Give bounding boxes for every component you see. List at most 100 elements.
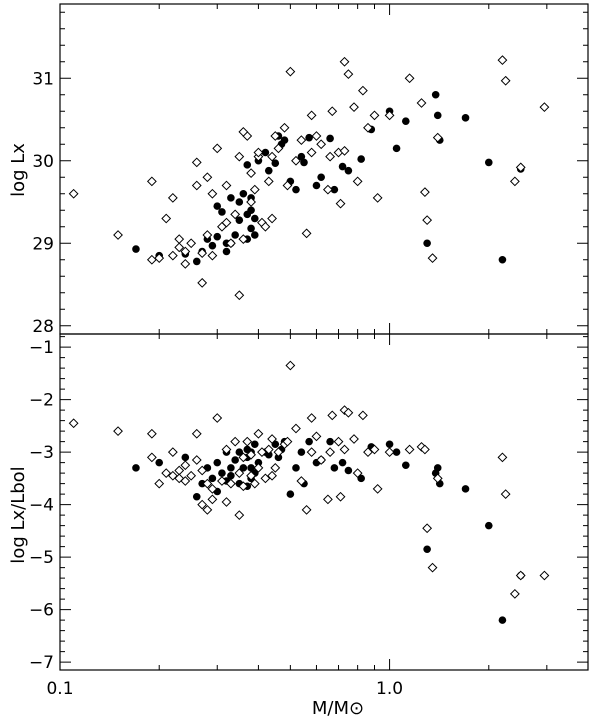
open-diamond-point	[263, 176, 274, 187]
open-diamond-point	[197, 248, 208, 259]
open-diamond-point	[225, 478, 236, 489]
open-diamond-point	[191, 428, 202, 439]
filled-circle-point	[305, 437, 313, 446]
filled-circle-point	[243, 161, 252, 169]
open-diamond-point	[327, 410, 338, 421]
open-diamond-point	[384, 447, 395, 458]
filled-circle-point	[312, 181, 321, 190]
open-diamond-point	[191, 157, 202, 168]
open-diamond-point	[427, 253, 438, 264]
open-diamond-point	[339, 444, 350, 455]
open-diamond-point	[238, 452, 249, 463]
open-diamond-point	[225, 238, 236, 249]
open-diamond-point	[515, 162, 526, 173]
filled-circle-point	[423, 545, 431, 554]
filled-circle-point	[218, 469, 226, 477]
open-diamond-point	[335, 198, 346, 209]
filled-circle-point	[251, 231, 259, 239]
open-diamond-point	[273, 447, 284, 458]
open-diamond-point	[202, 478, 213, 489]
open-diamond-point	[113, 426, 123, 437]
open-diamond-point	[325, 447, 336, 458]
filled-circle-point	[330, 464, 339, 472]
filled-circle-point	[264, 450, 273, 459]
open-diamond-point	[246, 168, 256, 179]
filled-circle-point	[433, 111, 442, 120]
open-diamond-point	[246, 470, 256, 481]
open-diamond-point	[249, 184, 260, 195]
open-diamond-point	[180, 258, 191, 269]
open-diamond-point	[191, 455, 202, 465]
open-diamond-point	[249, 478, 260, 489]
open-diamond-point	[279, 122, 290, 133]
open-diamond-point	[301, 228, 312, 239]
open-diamond-point	[221, 497, 232, 507]
open-diamond-point	[257, 447, 267, 458]
open-diamond-point	[238, 126, 249, 137]
open-diamond-point	[369, 110, 380, 121]
filled-circle-point	[235, 448, 244, 456]
open-diamond-point	[497, 55, 508, 66]
filled-circle-point	[317, 173, 325, 182]
open-diamond-point	[384, 110, 395, 121]
filled-circle-point	[401, 117, 410, 125]
open-diamond-point	[509, 588, 520, 599]
filled-circle-point	[235, 198, 244, 206]
open-diamond-point	[246, 197, 256, 207]
open-diamond-point	[234, 151, 245, 162]
filled-circle-point	[213, 458, 222, 467]
open-diamond-point	[515, 570, 526, 581]
open-diamond-point	[311, 431, 322, 442]
open-diamond-point	[404, 444, 415, 455]
y-tick-label: −3	[29, 443, 54, 463]
filled-circle-point	[433, 464, 442, 472]
filled-circle-point	[213, 202, 222, 210]
open-diamond-point	[167, 447, 178, 458]
open-diamond-point	[202, 172, 213, 183]
open-diamond-point	[306, 110, 317, 121]
filled-circle-point	[401, 461, 410, 470]
filled-circle-point	[198, 479, 206, 488]
open-diamond-point	[296, 135, 307, 146]
filled-circle-point	[330, 185, 339, 194]
open-diamond-point	[217, 476, 227, 486]
open-diamond-point	[427, 562, 438, 573]
open-diamond-point	[146, 428, 157, 439]
open-diamond-point	[167, 470, 178, 481]
open-diamond-point	[291, 155, 301, 166]
open-diamond-point	[352, 468, 363, 479]
open-diamond-point	[212, 413, 223, 423]
filled-circle-point	[264, 166, 273, 175]
filled-circle-point	[431, 90, 440, 99]
open-diamond-point	[539, 570, 550, 581]
filled-circle-point	[344, 466, 353, 475]
open-diamond-point	[306, 447, 317, 458]
y-tick-label: 29	[32, 234, 54, 254]
y-tick-label: 30	[32, 152, 54, 172]
open-diamond-point	[306, 413, 317, 423]
y-tick-label: 31	[32, 69, 54, 89]
filled-circle-point	[132, 245, 140, 253]
open-diamond-point	[323, 184, 333, 195]
open-diamond-point	[270, 131, 281, 141]
filled-circle-point	[247, 206, 255, 215]
y-tick-label: −6	[29, 601, 54, 621]
open-diamond-point	[306, 147, 317, 158]
filled-circle-point	[213, 232, 222, 241]
open-diamond-point	[270, 462, 281, 473]
filled-circle-point	[292, 464, 300, 472]
y-tick-label: −4	[29, 496, 54, 516]
open-diamond-point	[343, 69, 354, 80]
open-diamond-point	[509, 176, 520, 187]
open-diamond-point	[352, 176, 363, 187]
y-tick-label: 28	[32, 317, 54, 337]
open-diamond-point	[267, 151, 277, 162]
open-diamond-point	[234, 468, 245, 479]
filled-circle-point	[261, 148, 270, 157]
y-axis-label-bottom: log Lx/Lbol	[8, 466, 29, 563]
filled-circle-point	[461, 485, 470, 493]
open-diamond-point	[234, 290, 245, 301]
open-diamond-point	[238, 481, 249, 492]
filled-circle-point	[305, 133, 313, 142]
open-diamond-point	[161, 213, 172, 224]
